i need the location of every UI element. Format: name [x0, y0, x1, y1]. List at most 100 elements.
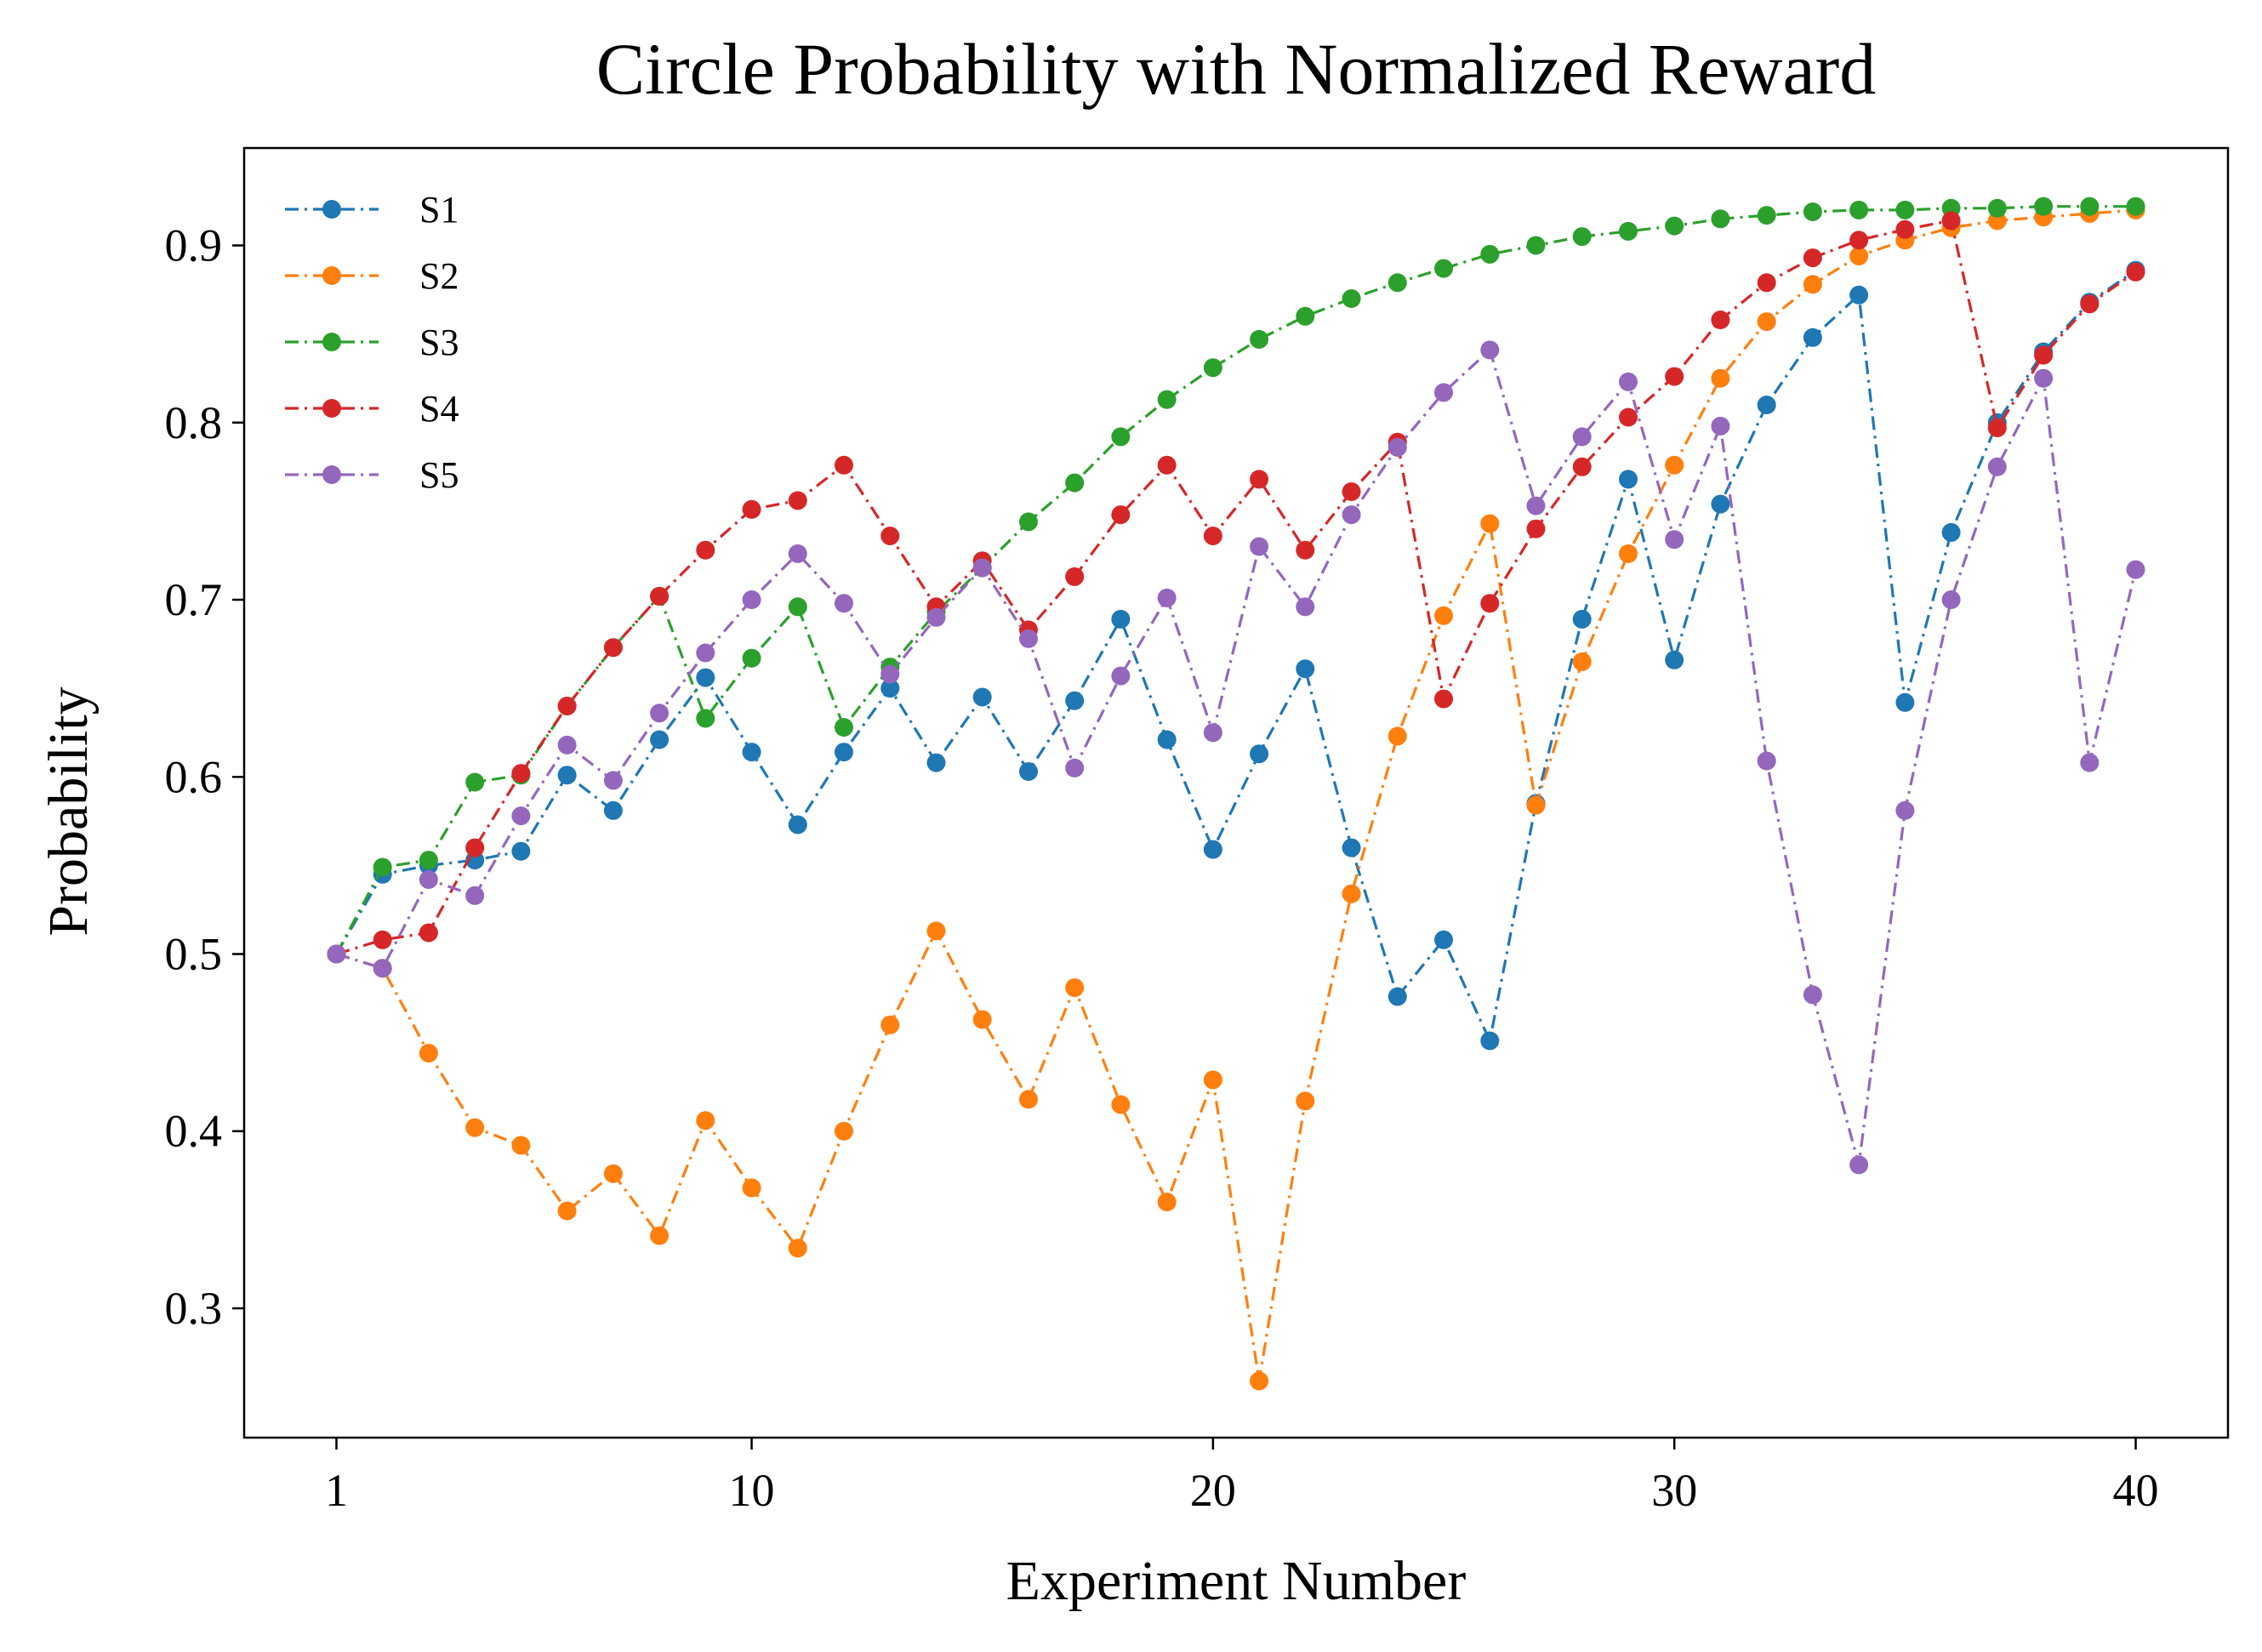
data-point	[1480, 1031, 1500, 1051]
data-point	[557, 697, 577, 715]
data-point	[1572, 427, 1592, 447]
data-point	[603, 1164, 623, 1183]
data-point	[1111, 505, 1131, 525]
y-tick-label: 0.9	[165, 220, 223, 271]
data-point	[1711, 368, 1730, 388]
series-layer	[327, 197, 2145, 1391]
data-point	[926, 607, 946, 627]
data-point	[1157, 455, 1177, 475]
data-point	[1895, 200, 1915, 219]
data-point	[1803, 985, 1822, 1005]
data-point	[419, 851, 438, 870]
data-point	[557, 1201, 577, 1221]
x-axis-label: Experiment Number	[1006, 1550, 1467, 1612]
data-point	[1480, 244, 1500, 264]
data-point	[1250, 470, 1269, 489]
data-point	[1387, 437, 1407, 457]
data-point	[1157, 1193, 1177, 1211]
y-axis-ticks: 0.3 0.4 0.5 0.6 0.7 0.8 0.9	[165, 220, 244, 1334]
data-point	[1342, 505, 1361, 525]
data-point	[1434, 606, 1453, 625]
data-point	[1387, 273, 1407, 293]
data-point	[511, 841, 531, 861]
data-point	[557, 766, 577, 785]
legend-marker	[322, 266, 341, 285]
data-point	[880, 664, 900, 684]
data-point	[1895, 800, 1915, 820]
data-point	[1941, 211, 1961, 231]
data-point	[1342, 289, 1361, 308]
data-point	[1665, 530, 1684, 550]
data-point	[327, 944, 346, 964]
data-point	[1296, 306, 1315, 326]
data-point	[2080, 197, 2100, 216]
data-point	[2126, 560, 2145, 579]
series-line	[336, 219, 2137, 956]
legend-marker	[322, 333, 341, 351]
data-point	[788, 815, 807, 835]
x-tick-label: 40	[2113, 1465, 2159, 1516]
data-point	[926, 921, 946, 941]
data-point	[1711, 494, 1730, 514]
data-point	[880, 679, 900, 698]
data-point	[788, 597, 807, 617]
data-point	[1711, 416, 1730, 436]
data-point	[1803, 328, 1822, 347]
series-line	[336, 208, 2136, 1383]
data-point	[373, 857, 392, 877]
data-point	[511, 764, 531, 783]
data-point	[465, 772, 485, 792]
data-point	[835, 594, 853, 613]
data-point	[1803, 275, 1822, 294]
data-point	[373, 930, 392, 949]
data-point	[1111, 1095, 1131, 1114]
data-point	[2126, 262, 2145, 282]
data-point	[1619, 372, 1638, 391]
data-point	[2080, 294, 2100, 314]
data-point	[1619, 470, 1638, 489]
data-point	[2034, 345, 2054, 365]
x-tick-label: 30	[1651, 1465, 1697, 1516]
series-line	[336, 348, 2138, 1166]
legend-label: S3	[419, 322, 459, 363]
data-point	[1111, 609, 1131, 629]
legend-item: S2	[285, 255, 459, 297]
data-point	[465, 886, 485, 905]
legend: S1 S2 S3 S4 S5	[285, 189, 459, 496]
data-point	[1111, 427, 1131, 447]
legend-label: S5	[419, 454, 459, 496]
legend-label: S4	[419, 388, 459, 430]
data-point	[1849, 285, 1869, 305]
data-point	[650, 586, 669, 606]
data-point	[1757, 312, 1776, 332]
data-point	[1296, 540, 1315, 560]
data-point	[1987, 457, 2007, 476]
data-point	[2080, 753, 2100, 772]
data-point	[1296, 659, 1315, 679]
data-point	[650, 1226, 669, 1245]
x-tick-label: 1	[325, 1465, 348, 1516]
chart-title: Circle Probability with Normalized Rewar…	[596, 28, 1877, 110]
data-point	[1987, 419, 2007, 437]
data-point	[1203, 527, 1222, 545]
data-point	[511, 1136, 531, 1155]
data-point	[1526, 236, 1546, 255]
data-point	[972, 687, 992, 707]
data-point	[1065, 691, 1085, 710]
data-point	[1803, 248, 1822, 268]
data-point	[1157, 730, 1177, 749]
legend-label: S1	[419, 189, 459, 231]
data-point	[788, 544, 807, 563]
y-tick-label: 0.8	[165, 397, 223, 448]
data-point	[1065, 978, 1085, 998]
data-point	[603, 771, 623, 790]
data-point	[1895, 219, 1915, 239]
data-point	[603, 800, 623, 820]
data-point	[1480, 340, 1500, 360]
data-point	[1526, 519, 1546, 538]
data-point	[1296, 1091, 1315, 1111]
data-point	[1757, 396, 1776, 414]
